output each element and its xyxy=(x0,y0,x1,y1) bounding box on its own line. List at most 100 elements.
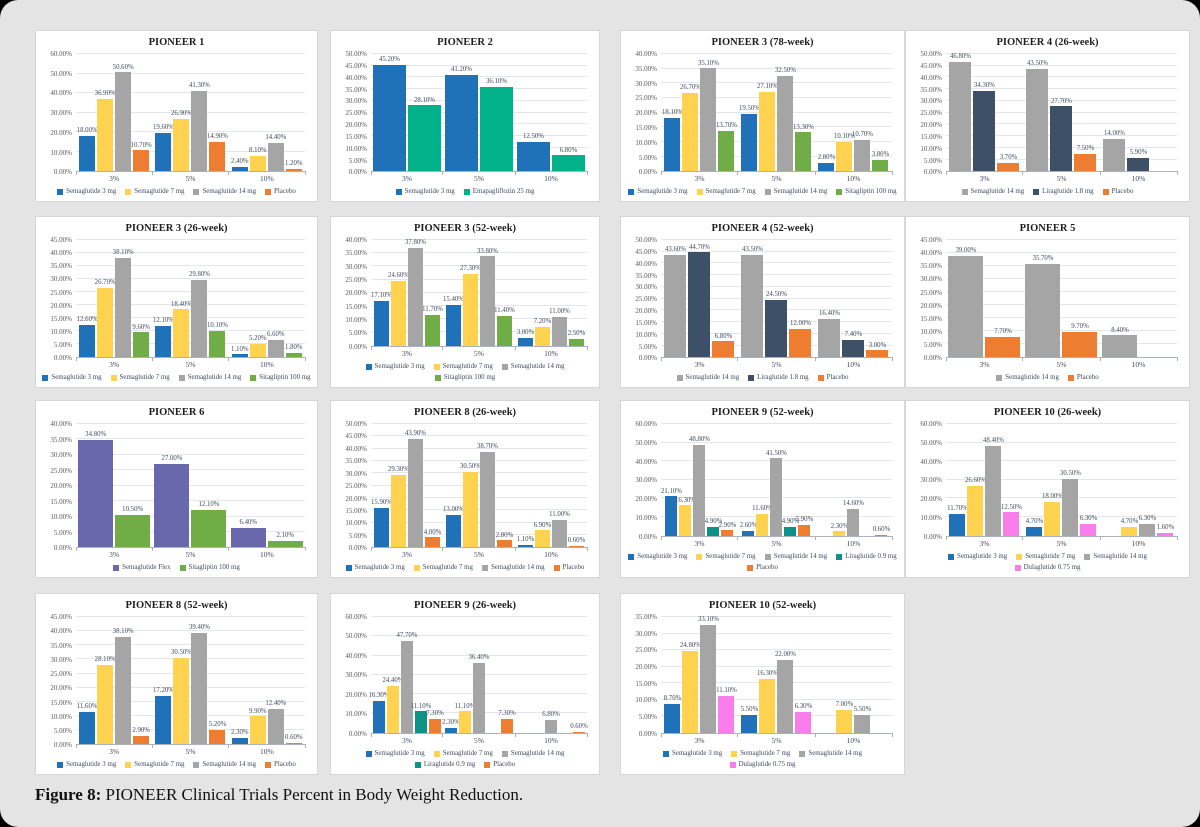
x-axis-tick xyxy=(370,345,372,350)
bar-column: 32.50% xyxy=(775,54,796,172)
bar xyxy=(798,524,811,536)
y-axis-tick-label: 45.00% xyxy=(635,247,657,256)
chart-card: PIONEER 3 (52-week) 0.00% 5.00% 10.00% 15.00… xyxy=(330,216,600,388)
legend-item: Semaglutide 14 mg xyxy=(1084,552,1147,562)
plot-area: 8.70% 24.80% 33.10% 11.10% 3% 5.50% 16.30% 22.0… xyxy=(660,616,893,745)
y-axis-tick-label: 30.00% xyxy=(345,671,367,680)
gridline xyxy=(946,304,1177,306)
x-category-label: 10% xyxy=(544,550,558,560)
gridline xyxy=(371,135,587,137)
y-axis-tick-label: 40.00% xyxy=(635,457,657,466)
y-axis-tick-label: 35.00% xyxy=(345,85,367,94)
y-axis-tick-label: 25.00% xyxy=(50,466,72,475)
bar-group: 16.30% 24.40% 47.70% 11.10% 7.30% xyxy=(369,617,444,733)
bar-column: 8.10% xyxy=(249,54,267,172)
bar xyxy=(721,530,734,536)
chart-title: PIONEER 8 (52-week) xyxy=(125,600,228,611)
gridline xyxy=(946,317,1177,319)
y-axis-tick-label: 50.00% xyxy=(345,420,367,428)
legend-swatch xyxy=(1016,553,1023,560)
bar-column: 14.00% xyxy=(1103,54,1126,172)
legend-item: Semaglutide 3 mg xyxy=(345,563,405,573)
y-axis-tick-label: 15.00% xyxy=(920,314,942,323)
plot-area: 16.30% 24.40% 47.70% 11.10% 7.30% 3% 2.30% 11.1… xyxy=(369,616,588,745)
y-axis-tick-label: 10.00% xyxy=(920,513,942,522)
bar-column: 2.50% xyxy=(568,240,585,346)
gridline xyxy=(661,632,892,634)
plot-area: 34.80% 10.50% 3% 27.00% 12.10% 5% 6.40% 2.10% 10… xyxy=(75,423,306,559)
bar-value-label: 36.10% xyxy=(485,77,507,85)
gridline xyxy=(371,447,587,449)
bar xyxy=(173,118,190,172)
gridline xyxy=(661,141,892,143)
bar xyxy=(79,136,96,172)
legend-item: Semaglutide 7 mg xyxy=(125,187,184,197)
gridline xyxy=(76,111,305,113)
y-axis-tick-label: 30.00% xyxy=(920,275,942,284)
gridline xyxy=(76,252,305,254)
y-axis: 0.00% 5.00% 10.00% 15.00% 20.00% 25.00% 30.00%… xyxy=(42,236,76,362)
bar-value-label: 27.30% xyxy=(459,264,481,272)
legend-item: Placebo xyxy=(265,760,296,770)
bar xyxy=(249,716,266,745)
bar-value-label: 4.00% xyxy=(423,528,442,536)
gridline xyxy=(661,297,892,299)
bar xyxy=(154,464,190,548)
gridline xyxy=(371,291,587,293)
legend-label: Semaglutide 14 mg xyxy=(1093,552,1147,560)
y-axis-tick-label: 15.00% xyxy=(50,698,72,707)
bar-group: 15.90% 29.30% 43.90% 4.00% xyxy=(371,424,443,548)
bar xyxy=(973,90,996,172)
gridline xyxy=(661,97,892,99)
legend-item: Semaglutide 7 mg xyxy=(696,187,756,197)
x-axis-tick xyxy=(891,171,893,176)
legend-item: Semaglutide 7 mg xyxy=(110,373,170,383)
bar-column: 3.00% xyxy=(866,240,889,358)
gridline xyxy=(661,649,892,651)
y-axis-tick-label: 5.00% xyxy=(638,342,657,351)
bar xyxy=(1127,157,1150,172)
y-axis-tick-label: 40.00% xyxy=(635,50,657,58)
y-axis-tick-label: 50.00% xyxy=(345,50,367,58)
bar-column: 36.40% xyxy=(468,617,489,733)
gridline xyxy=(946,99,1177,101)
bar-value-label: 2.10% xyxy=(276,532,295,540)
y-axis-tick-label: 0.00% xyxy=(923,532,942,541)
legend-label: Semaglutide 7 mg xyxy=(740,749,791,757)
y-axis-tick-label: 10.00% xyxy=(50,712,72,721)
bar-column: 2.30% xyxy=(442,617,460,733)
x-axis-tick xyxy=(151,744,153,749)
gridline xyxy=(371,111,587,113)
legend-swatch xyxy=(799,750,806,757)
y-axis-tick-label: 30.00% xyxy=(635,283,657,292)
bar xyxy=(445,515,461,548)
bar xyxy=(664,255,687,358)
gridline xyxy=(371,252,587,254)
bar-value-label: 11.10% xyxy=(716,687,737,695)
bar-column: 10.10% xyxy=(207,240,228,358)
bar-value-label: 12.00% xyxy=(789,320,811,328)
gridline xyxy=(661,423,892,424)
x-axis-tick xyxy=(945,171,947,176)
bar-group: 12.50% 6.80% xyxy=(515,54,587,172)
plot-area: 15.90% 29.30% 43.90% 4.00% 3% 13.00% 30.50% 38.… xyxy=(370,423,588,559)
bar-group: 43.60% 44.70% 6.80% xyxy=(661,240,738,358)
bar-value-label: 6.60% xyxy=(267,331,285,339)
bar-value-label: 18.40% xyxy=(171,300,192,308)
x-axis-tick xyxy=(814,171,816,176)
bar xyxy=(267,143,284,172)
bar-value-label: 6.30% xyxy=(1079,515,1098,523)
bar xyxy=(516,142,550,172)
y-axis-tick-label: 40.00% xyxy=(50,420,72,428)
x-axis-tick xyxy=(442,732,444,737)
bar xyxy=(1044,502,1061,536)
bar xyxy=(496,315,512,346)
chart-card: PIONEER 10 (26-week) 0.00% 10.00% 20.00% 30.… xyxy=(905,400,1190,578)
x-axis-tick xyxy=(1022,357,1024,362)
legend-swatch xyxy=(764,189,771,196)
gridline xyxy=(946,76,1177,78)
bar-value-label: 16.30% xyxy=(675,496,696,504)
bar-column: 16.40% xyxy=(818,240,841,358)
gridline xyxy=(371,88,587,90)
y-axis-tick-label: 0.00% xyxy=(348,168,367,177)
